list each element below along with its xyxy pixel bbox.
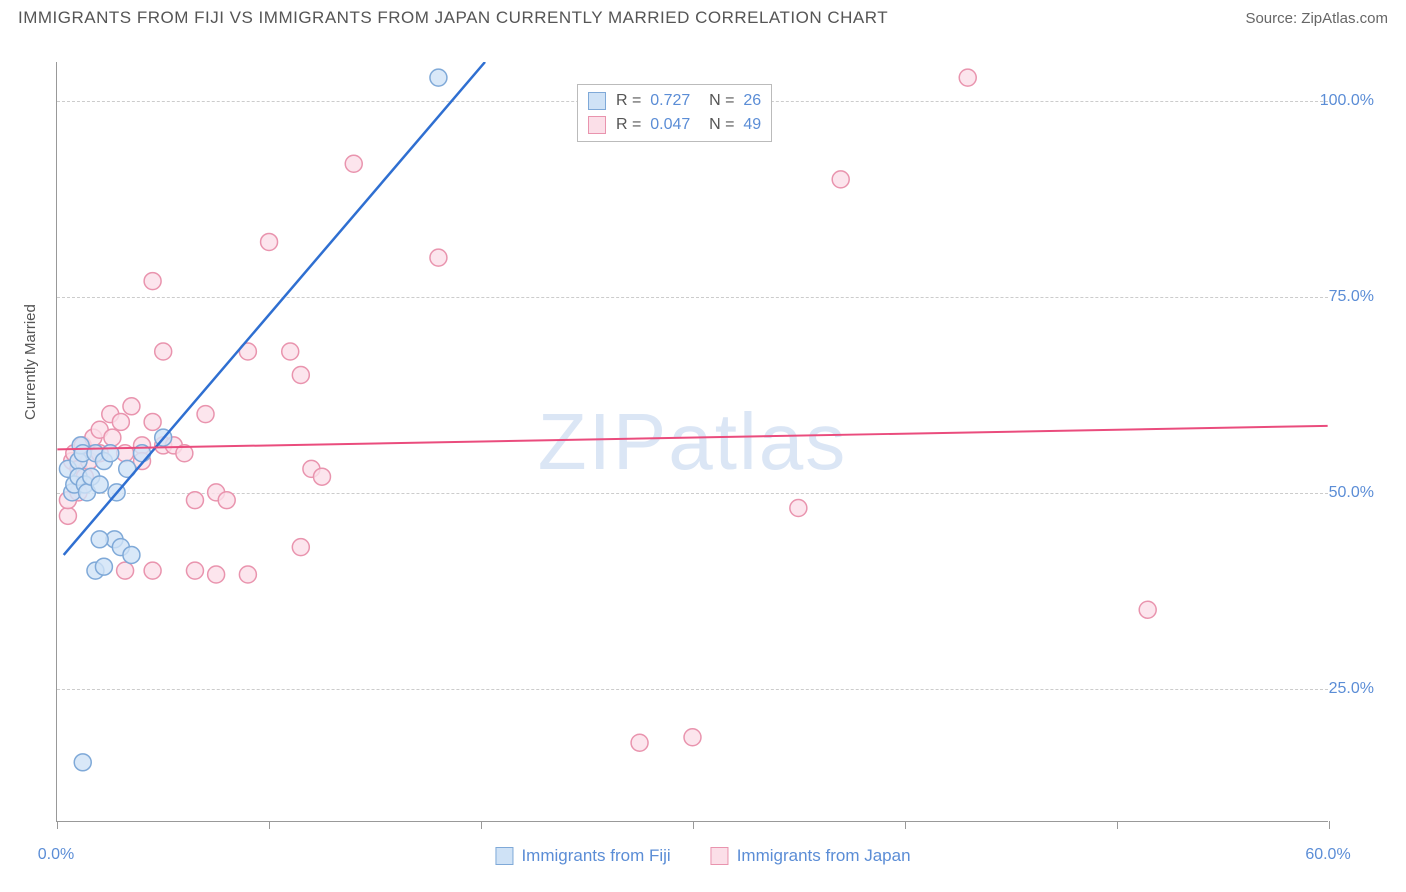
data-point	[91, 476, 108, 493]
data-point	[144, 413, 161, 430]
data-point	[59, 507, 76, 524]
data-point	[123, 546, 140, 563]
data-point	[95, 558, 112, 575]
legend-label: Immigrants from Fiji	[521, 846, 670, 866]
data-point	[208, 566, 225, 583]
data-point	[282, 343, 299, 360]
x-tick	[905, 821, 906, 829]
correlation-r: R = 0.047	[616, 113, 690, 137]
data-point	[74, 754, 91, 771]
x-tick	[481, 821, 482, 829]
correlation-r: R = 0.727	[616, 89, 690, 113]
data-point	[112, 413, 129, 430]
correlation-n: N = 49	[700, 113, 761, 137]
data-point	[239, 566, 256, 583]
data-point	[684, 729, 701, 746]
data-point	[430, 249, 447, 266]
trend-line	[57, 426, 1327, 449]
legend-row: R = 0.727 N = 26	[588, 89, 761, 113]
legend-item: Immigrants from Japan	[711, 846, 911, 866]
y-tick-label: 75.0%	[1329, 288, 1374, 306]
trend-line	[64, 62, 485, 555]
legend-row: R = 0.047 N = 49	[588, 113, 761, 137]
legend-item: Immigrants from Fiji	[495, 846, 670, 866]
data-point	[197, 406, 214, 423]
legend-swatch	[588, 92, 606, 110]
data-point	[313, 468, 330, 485]
legend-swatch	[495, 847, 513, 865]
data-point	[104, 429, 121, 446]
y-tick-label: 25.0%	[1329, 680, 1374, 698]
data-point	[144, 562, 161, 579]
x-tick	[1117, 821, 1118, 829]
data-point	[155, 343, 172, 360]
header: IMMIGRANTS FROM FIJI VS IMMIGRANTS FROM …	[0, 0, 1406, 32]
legend-swatch	[711, 847, 729, 865]
y-tick-label: 50.0%	[1329, 484, 1374, 502]
data-point	[430, 69, 447, 86]
legend-label: Immigrants from Japan	[737, 846, 911, 866]
series-legend: Immigrants from Fiji Immigrants from Japa…	[495, 846, 910, 866]
data-point	[345, 155, 362, 172]
data-point	[186, 492, 203, 509]
data-point	[631, 734, 648, 751]
x-tick	[1329, 821, 1330, 829]
data-point	[186, 562, 203, 579]
correlation-legend: R = 0.727 N = 26 R = 0.047 N = 49	[577, 84, 772, 142]
data-point	[144, 273, 161, 290]
data-point	[91, 531, 108, 548]
data-point	[261, 233, 278, 250]
plot-area: ZIPatlas R = 0.727 N = 26 R = 0.047 N = …	[56, 62, 1328, 822]
data-point	[832, 171, 849, 188]
x-tick	[693, 821, 694, 829]
x-tick	[57, 821, 58, 829]
data-point	[292, 539, 309, 556]
x-tick	[269, 821, 270, 829]
data-point	[959, 69, 976, 86]
x-tick-label: 0.0%	[38, 846, 74, 864]
data-point	[790, 500, 807, 517]
correlation-n: N = 26	[700, 89, 761, 113]
source-attribution: Source: ZipAtlas.com	[1245, 10, 1388, 27]
scatter-plot-svg	[57, 62, 1328, 821]
chart-container: Currently Married ZIPatlas R = 0.727 N =…	[18, 40, 1388, 872]
y-axis-label: Currently Married	[22, 304, 39, 420]
data-point	[1139, 601, 1156, 618]
chart-title: IMMIGRANTS FROM FIJI VS IMMIGRANTS FROM …	[18, 8, 888, 28]
data-point	[123, 398, 140, 415]
data-point	[218, 492, 235, 509]
x-tick-label: 60.0%	[1305, 846, 1350, 864]
legend-swatch	[588, 116, 606, 134]
data-point	[117, 562, 134, 579]
data-point	[292, 367, 309, 384]
